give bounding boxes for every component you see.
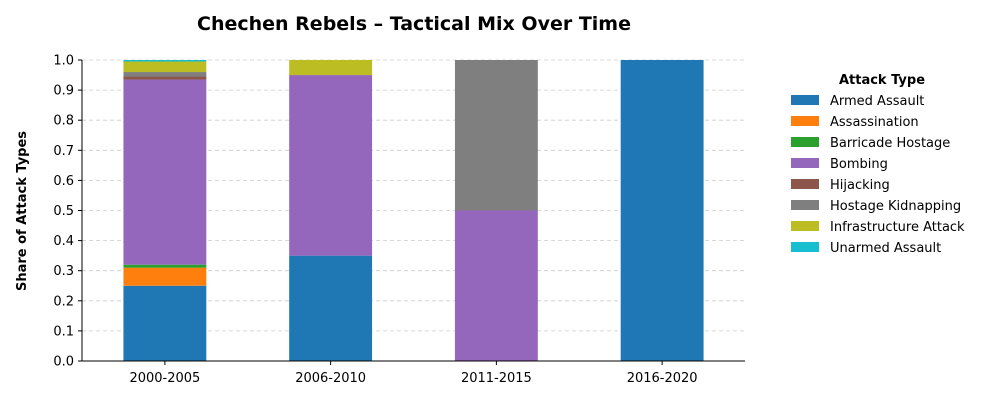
y-tick-label: 1.0: [53, 54, 74, 69]
chart-title: Chechen Rebels – Tactical Mix Over Time: [197, 13, 631, 35]
bar-segment-hostage-kidnapping: [123, 72, 207, 77]
x-tick-label: 2016-2020: [627, 371, 698, 386]
y-tick-label: 0.3: [53, 264, 74, 279]
bar-segment-unarmed-assault: [123, 60, 207, 62]
legend-swatch: [791, 158, 819, 168]
bar-segment-armed-assault: [620, 60, 704, 361]
legend-label: Hostage Kidnapping: [830, 199, 961, 214]
bar-segment-barricade-hostage: [123, 264, 207, 268]
legend-title: Attack Type: [839, 73, 925, 88]
legend-swatch: [791, 200, 819, 210]
x-tick-labels: 2000-2005 2006-2010 2011-2015 2016-2020: [129, 361, 698, 386]
x-tick-label: 2000-2005: [129, 371, 200, 386]
y-tick-label: 0.0: [53, 355, 74, 370]
legend-label: Infrastructure Attack: [830, 220, 965, 235]
y-tick-label: 0.4: [53, 234, 74, 249]
legend-label: Assassination: [830, 115, 919, 130]
legend-label: Unarmed Assault: [830, 241, 941, 256]
legend-swatch: [791, 221, 819, 231]
legend-label: Hijacking: [830, 178, 890, 193]
legend-label: Bombing: [830, 157, 888, 172]
legend-swatch: [791, 242, 819, 252]
y-tick-label: 0.7: [53, 144, 74, 159]
bar-segment-assassination: [123, 267, 207, 286]
legend-label: Barricade Hostage: [830, 136, 950, 151]
bar-segment-infrastructure-attack: [123, 61, 207, 73]
y-axis-label: Share of Attack Types: [15, 131, 30, 291]
bar-segment-hostage-kidnapping: [454, 60, 538, 211]
bar-segment-infrastructure-attack: [289, 60, 373, 76]
bars: [123, 60, 704, 361]
legend-swatch: [791, 116, 819, 126]
legend-swatch: [791, 179, 819, 189]
bar-segment-armed-assault: [123, 285, 207, 361]
legend: Attack Type Armed Assault Assassination Ba…: [791, 73, 965, 256]
bar-segment-bombing: [454, 210, 538, 361]
legend-swatch: [791, 137, 819, 147]
y-tick-label: 0.9: [53, 84, 74, 99]
bar-segment-hijacking: [123, 76, 207, 80]
y-tick-label: 0.8: [53, 114, 74, 129]
x-tick-label: 2006-2010: [295, 371, 366, 386]
bar-segment-bombing: [289, 75, 373, 256]
y-tick-label: 0.1: [53, 324, 74, 339]
x-tick-label: 2011-2015: [461, 371, 532, 386]
bar-segment-armed-assault: [289, 255, 373, 361]
y-tick-labels: 0.0 0.1 0.2 0.3 0.4 0.5 0.6 0.7 0.8 0.9 1.0: [53, 54, 82, 370]
legend-swatch: [791, 95, 819, 105]
y-tick-label: 0.6: [53, 174, 74, 189]
bar-segment-bombing: [123, 79, 207, 265]
y-tick-label: 0.5: [53, 204, 74, 219]
legend-label: Armed Assault: [830, 94, 924, 109]
grid-lines: [82, 59, 745, 332]
y-tick-label: 0.2: [53, 294, 74, 309]
